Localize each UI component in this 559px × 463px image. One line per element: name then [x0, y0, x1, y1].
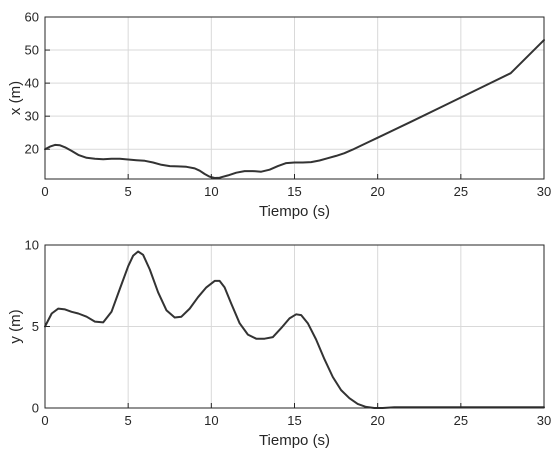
y-tick-label: 60: [25, 10, 39, 25]
y-axis-label: x (m): [7, 81, 24, 115]
y-tick-label: 5: [32, 319, 39, 334]
x-tick-label: 20: [370, 413, 384, 428]
y-tick-label: 10: [25, 238, 39, 253]
x-tick-label: 20: [370, 184, 384, 199]
x-tick-label: 5: [125, 413, 132, 428]
x-axis-label: Tiempo (s): [259, 203, 330, 220]
x-tick-label: 15: [287, 184, 301, 199]
x-tick-label: 25: [454, 413, 468, 428]
x-tick-label: 30: [537, 413, 551, 428]
x-tick-label: 25: [454, 184, 468, 199]
x-tick-label: 15: [287, 413, 301, 428]
data-line: [44, 250, 545, 409]
x-tick-label: 0: [41, 413, 48, 428]
x-tick-label: 10: [204, 413, 218, 428]
y-tick-label: 30: [25, 109, 39, 124]
y-tick-label: 50: [25, 43, 39, 58]
top-plot-x-vs-time: 0 5 10 15 20 25 30 20 30 40 50 60 Tiempo (s) x (m): [7, 10, 551, 221]
x-tick-label: 5: [125, 184, 132, 199]
bottom-plot-y-vs-time: 0 5 10 15 20 25 30 0 5 10 Tiempo (s) y (m): [7, 238, 551, 450]
x-tick-label: 30: [537, 184, 551, 199]
y-axis-label: y (m): [7, 309, 24, 343]
x-tick-label: 10: [204, 184, 218, 199]
x-tick-label: 0: [41, 184, 48, 199]
y-tick-label: 40: [25, 76, 39, 91]
data-line: [44, 39, 545, 179]
y-tick-label: 20: [25, 142, 39, 157]
x-axis-label: Tiempo (s): [259, 432, 330, 449]
y-tick-label: 0: [32, 401, 39, 416]
